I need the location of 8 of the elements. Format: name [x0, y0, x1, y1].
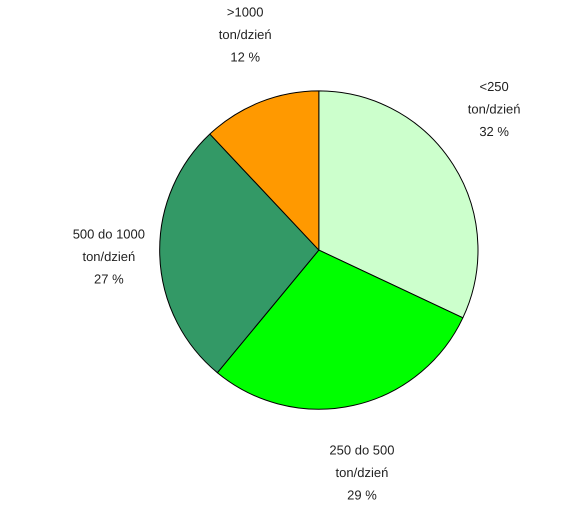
data-label: 32 %	[479, 124, 510, 139]
data-label: 27 %	[94, 272, 124, 287]
slice-label: 500 do 1000 ton/dzień	[72, 226, 145, 264]
slice-label: >1000 ton/dzień	[218, 4, 272, 42]
slice-label: 250 do 500 ton/dzień	[329, 442, 394, 480]
data-label: 29 %	[347, 488, 378, 503]
data-label: 12 %	[230, 49, 260, 64]
slice-label: <250 ton/dzień	[468, 78, 521, 116]
